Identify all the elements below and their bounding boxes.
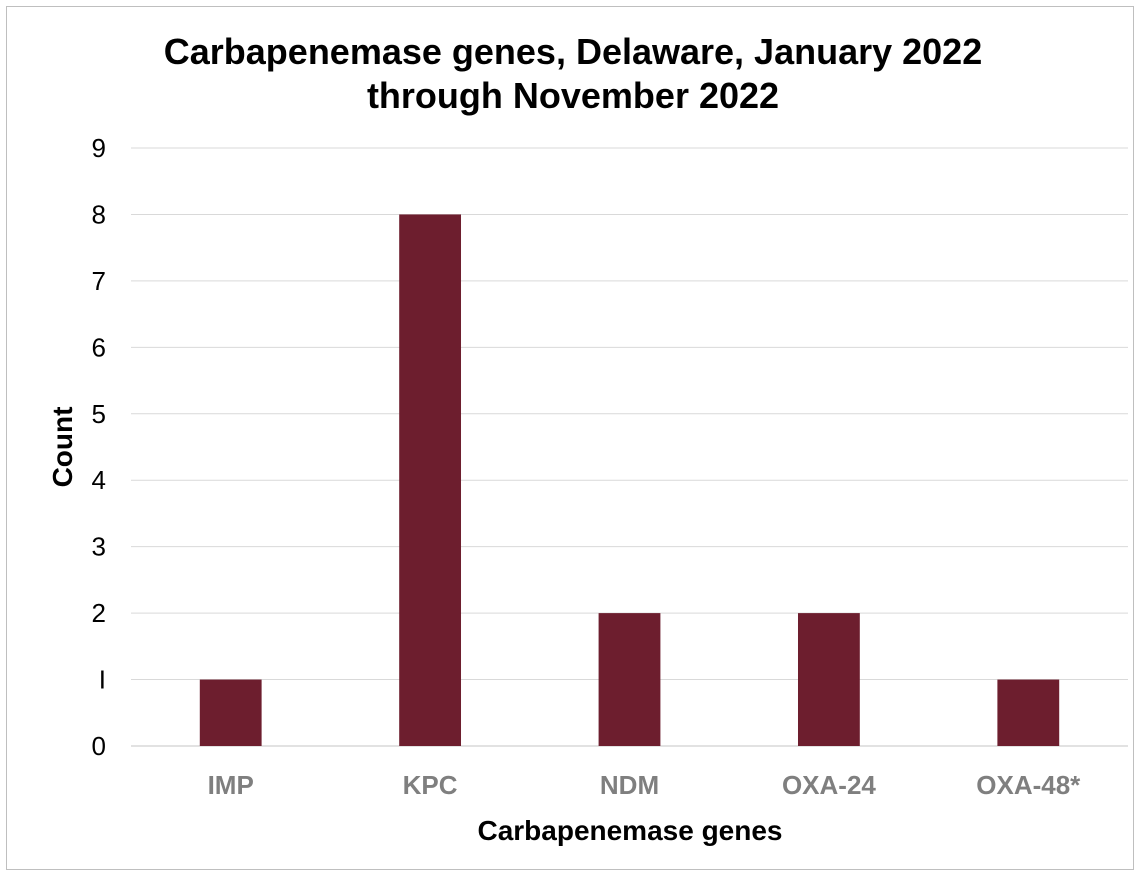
y-tick-label: 5	[92, 399, 106, 429]
x-axis-ticks: IMP KPC NDM OXA-24 OXA-48*	[208, 770, 1082, 800]
y-tick-label: 4	[92, 465, 106, 495]
y-tick-label: 9	[92, 133, 106, 163]
bar-oxa-24	[797, 613, 860, 746]
x-axis-label: Carbapenemase genes	[477, 815, 782, 846]
bar-kpc	[399, 214, 462, 746]
x-tick-label: IMP	[208, 770, 254, 800]
y-tick-label: 6	[92, 332, 106, 362]
y-axis-ticks: 0 I 2 3 4 5 6 7 8 9	[92, 133, 106, 761]
x-tick-label: OXA-24	[782, 770, 876, 800]
y-tick-label: 0	[92, 731, 106, 761]
y-tick-label: 7	[92, 266, 106, 296]
bar-oxa-48	[997, 679, 1060, 746]
x-tick-label: KPC	[403, 770, 458, 800]
x-tick-label: OXA-48*	[976, 770, 1081, 800]
chart-title-line-1: Carbapenemase genes, Delaware, January 2…	[164, 31, 982, 72]
chart-title-line-2: through November 2022	[367, 75, 779, 116]
bars	[199, 214, 1060, 746]
y-tick-label: 3	[92, 532, 106, 562]
gridlines	[131, 147, 1128, 747]
y-tick-label: I	[99, 665, 106, 695]
bar-ndm	[598, 613, 661, 746]
bar-imp	[199, 679, 262, 746]
y-axis-label: Count	[47, 407, 78, 488]
y-tick-label: 8	[92, 199, 106, 229]
x-tick-label: NDM	[600, 770, 659, 800]
y-tick-label: 2	[92, 598, 106, 628]
chart-frame	[6, 6, 1134, 870]
